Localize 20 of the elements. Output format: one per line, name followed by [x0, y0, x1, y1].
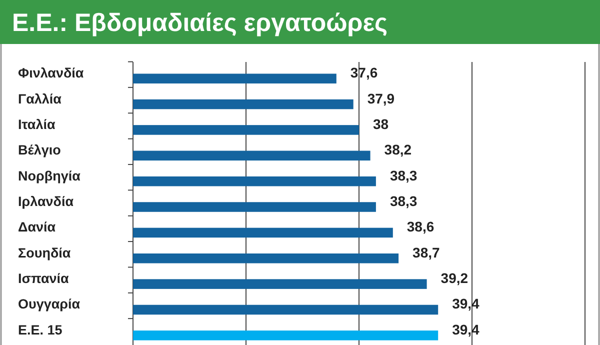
- chart-title: Ε.Ε.: Εβδομαδιαίες εργατοώρες: [12, 9, 388, 37]
- data-label: 37,9: [367, 90, 395, 106]
- y-tick-label: Ισπανία: [18, 271, 70, 286]
- y-tick-label: Δανία: [18, 220, 56, 235]
- data-label: 38,3: [390, 193, 418, 209]
- data-label: 38,2: [384, 142, 412, 158]
- y-tick-label: Ουγγαρία: [18, 296, 81, 312]
- data-label: 38,3: [390, 167, 418, 184]
- y-tick-label: Ιταλία: [18, 116, 56, 132]
- y-tick-label: Ιρλανδία: [18, 194, 74, 209]
- data-label: 38: [373, 116, 389, 132]
- y-tick-label: Ε.Ε. 15: [18, 322, 63, 338]
- y-tick-label: Βέλγιο: [18, 142, 61, 158]
- y-tick-label: Σουηδία: [18, 245, 72, 260]
- y-tick-label: Φινλανδία: [18, 66, 84, 81]
- data-label: 38,6: [406, 218, 434, 235]
- data-label: 38,7: [412, 244, 440, 260]
- data-label: 39,2: [440, 270, 468, 286]
- y-tick-label: Γαλλία: [18, 91, 62, 106]
- y-tick-label: Νορβηγία: [18, 168, 82, 184]
